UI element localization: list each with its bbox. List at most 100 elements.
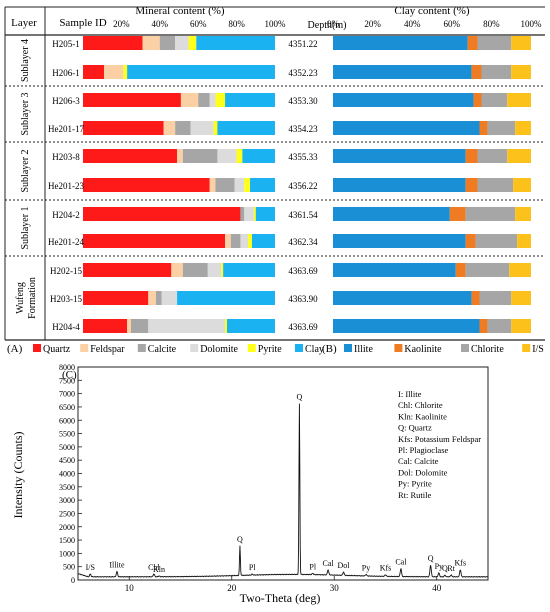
clay-bar-is: [517, 234, 531, 248]
clay-content-title: Clay content (%): [394, 5, 469, 17]
xrd-legend-line: Py: Pyrite: [398, 479, 432, 489]
clay-bar-chlorite: [477, 36, 512, 50]
sample-id-label: H203-8: [52, 152, 80, 162]
xrd-peak-label: Pl: [309, 562, 316, 571]
mineral-bar-clay: [250, 178, 275, 192]
clay-bar-chlorite: [465, 263, 510, 277]
legend-label: Kaolinite: [404, 344, 442, 355]
mineral-bar-quartz: [83, 207, 241, 221]
clay-tick-label: 80%: [483, 19, 500, 29]
xrd-y-tick-label: 3500: [59, 483, 75, 492]
mineral-bar-pyrite: [215, 93, 226, 107]
clay-bar-chlorite: [487, 319, 512, 333]
mineral-bar-dolomite: [240, 234, 249, 248]
clay-bar-chlorite: [477, 149, 508, 163]
legend-swatch: [522, 344, 531, 352]
depth-label: 4353.30: [288, 96, 318, 106]
mineral-bar-quartz: [83, 234, 226, 248]
mineral-bar-feldspar: [148, 291, 156, 305]
clay-bar-kaolinite: [479, 319, 488, 333]
mineral-bar-feldspar: [225, 234, 231, 248]
xrd-peak-label: Q: [442, 564, 448, 573]
mineral-bar-dolomite: [161, 291, 178, 305]
clay-bar-is: [511, 291, 531, 305]
mineral-bar-pyrite: [253, 207, 256, 221]
mineral-bar-pyrite: [213, 121, 218, 135]
clay-bar-is: [511, 36, 531, 50]
mineral-bar-feldspar: [177, 149, 183, 163]
clay-bar-chlorite: [479, 291, 512, 305]
clay-bar-kaolinite: [465, 178, 478, 192]
legend-label: Calcite: [148, 344, 177, 355]
xrd-y-tick-label: 2000: [59, 523, 75, 532]
clay-bar-kaolinite: [455, 263, 466, 277]
mineral-bar-calcite: [175, 121, 191, 135]
mineral-bar-clay: [217, 121, 275, 135]
clay-bar-is: [513, 178, 531, 192]
layer-header: Layer: [11, 17, 37, 29]
mineral-bar-dolomite: [207, 263, 222, 277]
xrd-peak-label: Cal: [323, 559, 335, 568]
mineral-bar-pyrite: [221, 263, 224, 277]
layer-label: Sublayer 2: [20, 149, 31, 192]
mineral-tick-label: 60%: [190, 19, 207, 29]
sample-id-label: He201-23: [48, 181, 84, 191]
clay-bar-chlorite: [465, 207, 516, 221]
mineral-bar-calcite: [182, 263, 208, 277]
xrd-legend-line: Kfs: Potassium Feldspar: [398, 434, 481, 444]
clay-bar-kaolinite: [471, 291, 480, 305]
clay-bar-illite: [333, 65, 472, 79]
xrd-x-tick-label: 30: [330, 583, 340, 593]
table-frame: [4, 6, 545, 340]
xrd-y-tick-label: 500: [63, 563, 75, 572]
mineral-bar-quartz: [83, 319, 128, 333]
clay-bar-kaolinite: [467, 36, 478, 50]
legend-swatch: [394, 344, 403, 352]
legend-swatch: [190, 344, 199, 352]
sample-id-label: H204-2: [52, 210, 80, 220]
xrd-peak-label: Kfs: [455, 559, 467, 568]
xrd-legend-line: I: Illite: [398, 389, 422, 399]
clay-legend: Illite Kaolinite Chlorite I/S: [344, 344, 544, 355]
mineral-bar-calcite: [215, 178, 235, 192]
clay-bar-is: [509, 263, 531, 277]
mineral-content-title: Mineral content (%): [135, 5, 225, 17]
mineral-bar-calcite: [159, 36, 176, 50]
mineral-bar-feldspar: [127, 319, 131, 333]
xrd-y-tick-label: 6500: [59, 403, 75, 412]
xrd-y-tick-label: 1500: [59, 536, 75, 545]
xrd-y-tick-label: 0: [71, 576, 75, 585]
xrd-peak-label: Dol: [337, 561, 350, 570]
mineral-bar-calcite: [230, 234, 241, 248]
mineral-bar-feldspar: [104, 65, 124, 79]
mineral-bar-dolomite: [244, 207, 254, 221]
legend-swatch: [137, 344, 146, 352]
layer-column: Sublayer 4 Sublayer 3 Sublayer 2 Sublayer 1…: [15, 39, 38, 319]
clay-axis-ticks: 0% 20% 40% 60% 80% 100%: [327, 19, 542, 29]
depth-label: 4362.34: [288, 237, 318, 247]
mineral-bar-feldspar: [209, 178, 216, 192]
xrd-peak-label: Q: [297, 393, 303, 402]
sample-id-label: H202-15: [50, 266, 82, 276]
depth-label: 4354.23: [288, 124, 318, 134]
clay-bar-is: [511, 65, 531, 79]
mineral-bar-calcite: [182, 149, 218, 163]
depth-label: 4355.33: [288, 152, 318, 162]
clay-bar-kaolinite: [473, 93, 482, 107]
xrd-peak-label: Cal: [395, 558, 407, 567]
clay-bar-illite: [333, 36, 468, 50]
xrd-peak-label: Illite: [109, 560, 125, 569]
xrd-peak-label: Q: [237, 535, 243, 544]
xrd-legend-line: Dol: Dolomite: [398, 467, 448, 477]
mineral-bar-quartz: [83, 65, 105, 79]
clay-tick-label: 100%: [521, 19, 543, 29]
xrd-peak-label: Chl: [148, 563, 160, 572]
depth-label: 4351.22: [288, 39, 317, 49]
xrd-y-tick-label: 6000: [59, 416, 75, 425]
xrd-x-axis-label: Two-Theta (deg): [240, 591, 321, 605]
legend-label: Pyrite: [258, 344, 282, 355]
panel-a-header: Layer Sample ID Mineral content (%) Dept…: [11, 5, 470, 31]
xrd-y-tick-label: 5000: [59, 443, 75, 452]
mineral-tick-label: 100%: [265, 19, 287, 29]
xrd-y-tick-label: 1000: [59, 549, 75, 558]
